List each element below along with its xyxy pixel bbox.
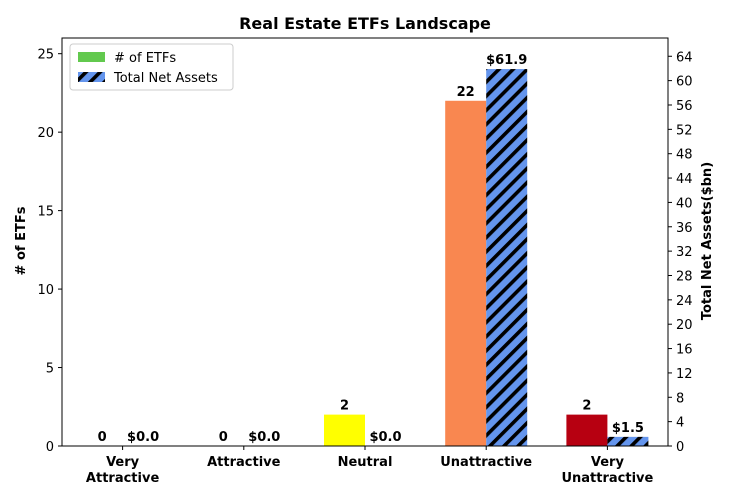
y-right-tick-label: 48: [676, 148, 693, 163]
y-right-tick-label: 8: [676, 391, 684, 406]
data-label-etf-count: 0: [98, 430, 107, 445]
y-right-tick-label: 64: [676, 50, 693, 65]
data-label-net-assets: $61.9: [486, 53, 527, 68]
y-right-tick-label: 4: [676, 416, 684, 431]
y-right-tick-label: 44: [676, 172, 693, 187]
y-left-tick-label: 25: [37, 48, 54, 63]
y-right-tick-label: 12: [676, 367, 693, 382]
bar-net-assets: [486, 69, 528, 447]
x-tick-label: Neutral: [338, 455, 393, 470]
bar-etf-count: [445, 100, 487, 447]
y-right-tick-label: 20: [676, 318, 693, 333]
x-tick-label: Attractive: [207, 455, 281, 470]
y-left-tick-label: 10: [37, 283, 54, 298]
y-right-tick-label: 28: [676, 269, 693, 284]
data-label-etf-count: 2: [340, 399, 349, 414]
bar-etf-count: [324, 414, 365, 446]
bar-net-assets: [607, 436, 649, 446]
data-label-net-assets: $0.0: [369, 430, 401, 445]
y-left-tick-label: 20: [37, 126, 54, 141]
y-right-tick-label: 40: [676, 196, 693, 211]
x-tick-label: Unattractive: [440, 455, 532, 470]
chart-title: Real Estate ETFs Landscape: [239, 14, 491, 33]
y-right-tick-label: 0: [676, 440, 684, 455]
plot-frame: [61, 37, 669, 447]
legend-swatch-net-assets: [78, 72, 105, 82]
y-right-tick-label: 24: [676, 294, 693, 309]
data-label-etf-count: 2: [582, 399, 591, 414]
data-label-net-assets: $1.5: [612, 421, 644, 436]
data-label-net-assets: $0.0: [248, 430, 280, 445]
y-right-tick-label: 52: [676, 123, 693, 138]
data-label-etf-count: 22: [457, 85, 475, 100]
y-right-tick-label: 60: [676, 75, 693, 90]
y-axis-right-label: Total Net Assets($bn): [700, 162, 715, 320]
y-right-tick-label: 16: [676, 343, 693, 358]
legend-label-net-assets: Total Net Assets: [113, 71, 218, 86]
y-right-tick-label: 32: [676, 245, 693, 260]
y-axis-left-label: # of ETFs: [14, 206, 29, 275]
x-tick-label: Very: [591, 455, 625, 470]
data-label-net-assets: $0.0: [127, 430, 159, 445]
bar-etf-count: [566, 414, 608, 446]
legend-label-etf-count: # of ETFs: [114, 51, 176, 66]
legend-box: [69, 43, 234, 91]
y-left-tick-label: 0: [46, 440, 54, 455]
x-tick-label: Very: [106, 455, 140, 470]
y-right-tick-label: 36: [676, 221, 693, 236]
y-left-tick-label: 15: [37, 205, 54, 220]
data-label-etf-count: 0: [219, 430, 228, 445]
legend-swatch-etf-count: [78, 52, 105, 62]
y-right-tick-label: 56: [676, 99, 693, 114]
y-left-tick-label: 5: [46, 362, 54, 377]
x-tick-label: Attractive: [86, 471, 160, 486]
x-tick-label: Unattractive: [561, 471, 653, 486]
